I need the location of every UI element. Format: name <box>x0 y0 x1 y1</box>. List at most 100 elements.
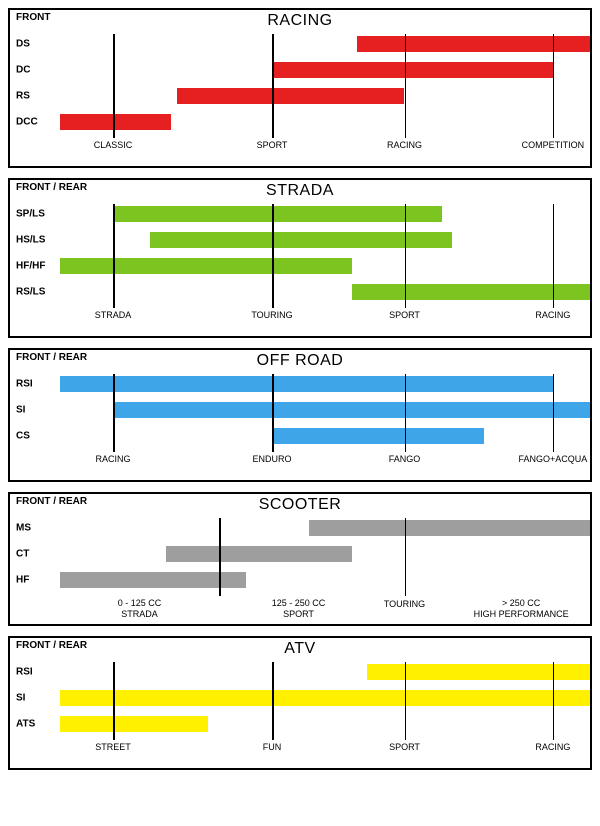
panel-title: RACING <box>10 10 590 30</box>
chart-row: CS <box>10 426 590 446</box>
axis-label: TOURING <box>384 598 425 609</box>
row-label: DS <box>16 39 30 50</box>
axis-label: STREET <box>95 742 131 752</box>
axis-label-line1: SPORT <box>389 742 420 752</box>
chart-row: HF/HF <box>10 256 590 276</box>
axis-label-line1: > 250 CC <box>502 598 540 608</box>
axis-label-line1: FANGO <box>389 454 421 464</box>
chart-body: SP/LS HS/LS HF/HF RS/LS STRADA TOURING SPORT RA… <box>10 204 590 336</box>
axis-label-line1: CLASSIC <box>94 140 133 150</box>
axis-label-line1: STREET <box>95 742 131 752</box>
axis-label-line2: TOURING <box>384 599 425 609</box>
range-bar <box>113 402 590 418</box>
axis-label-line2: HIGH PERFORMANCE <box>474 609 569 619</box>
panel-racing: FRONTRACINGDSDCRSDCCCLASSICSPORTRACINGCO… <box>8 8 592 168</box>
chart-row: DCC <box>10 112 590 132</box>
axis-label-line1: FANGO+ACQUA <box>519 454 588 464</box>
row-label: ATS <box>16 719 35 730</box>
range-bar <box>60 258 352 274</box>
axis-label: CLASSIC <box>94 140 133 150</box>
axis-label: FANGO+ACQUA <box>519 454 588 464</box>
axis-label-line2: STRADA <box>118 609 162 619</box>
chart-row: MS <box>10 518 590 538</box>
row-label: HF <box>16 575 29 586</box>
row-label: HF/HF <box>16 261 45 272</box>
range-bar <box>60 572 246 588</box>
range-bar <box>113 206 442 222</box>
axis-label-line1: RACING <box>387 140 422 150</box>
range-bar <box>60 376 553 392</box>
chart-row: HF <box>10 570 590 590</box>
chart-row: CT <box>10 544 590 564</box>
row-label: SP/LS <box>16 209 45 220</box>
corner-label: FRONT / REAR <box>16 352 87 363</box>
axis-label-line1: RACING <box>95 454 130 464</box>
axis-label-line2: SPORT <box>272 609 326 619</box>
range-bar <box>357 36 590 52</box>
range-bar <box>60 716 208 732</box>
chart-row: RS/LS <box>10 282 590 302</box>
axis-label: COMPETITION <box>522 140 585 150</box>
range-bar <box>367 664 590 680</box>
chart-root: FRONTRACINGDSDCRSDCCCLASSICSPORTRACINGCO… <box>8 8 592 770</box>
chart-row: SI <box>10 400 590 420</box>
corner-label: FRONT <box>16 12 50 23</box>
chart-row: SI <box>10 688 590 708</box>
row-label: DC <box>16 65 30 76</box>
range-bar <box>272 428 484 444</box>
axis-label: SPORT <box>257 140 288 150</box>
range-bar <box>177 88 405 104</box>
panel-atv: FRONT / REARATVRSISIATSSTREETFUNSPORTRAC… <box>8 636 592 770</box>
axis-label-line1: RACING <box>535 310 570 320</box>
range-bar <box>166 546 352 562</box>
axis-label: 0 - 125 CCSTRADA <box>118 598 162 619</box>
range-bar <box>352 284 591 300</box>
axis-labels: CLASSIC SPORT RACING COMPETITION <box>60 138 590 166</box>
axis-label: > 250 CCHIGH PERFORMANCE <box>474 598 569 619</box>
axis-label-line1: 0 - 125 CC <box>118 598 162 608</box>
axis-label: ENDURO <box>252 454 291 464</box>
axis-labels: RACING ENDURO FANGO FANGO+ACQUA <box>60 452 590 480</box>
axis-label: SPORT <box>389 310 420 320</box>
axis-label-line1: ENDURO <box>252 454 291 464</box>
row-label: DCC <box>16 117 38 128</box>
panel-off-road: FRONT / REAROFF ROADRSISICSRACINGENDUROF… <box>8 348 592 482</box>
row-label: SI <box>16 405 25 416</box>
range-bar <box>60 690 590 706</box>
row-label: HS/LS <box>16 235 45 246</box>
chart-body: RSISIATSSTREETFUNSPORTRACING <box>10 662 590 768</box>
row-label: SI <box>16 693 25 704</box>
axis-label: TOURING <box>251 310 292 320</box>
axis-labels: 0 - 125 CCSTRADA 125 - 250 CCSPORT TOURING… <box>60 596 590 624</box>
axis-label-line1: TOURING <box>251 310 292 320</box>
chart-body: MS CT HF 0 - 125 CCSTRADA 125 - 250 CCSPORT T… <box>10 518 590 624</box>
panel-scooter: FRONT / REARSCOOTER MS CT HF 0 - 125 CCSTRAD… <box>8 492 592 626</box>
axis-label-line1: SPORT <box>257 140 288 150</box>
range-bar <box>272 62 553 78</box>
axis-label: SPORT <box>389 742 420 752</box>
axis-label: RACING <box>535 310 570 320</box>
row-label: MS <box>16 523 31 534</box>
axis-label-line1: SPORT <box>389 310 420 320</box>
axis-label: RACING <box>95 454 130 464</box>
chart-body: RSISICSRACINGENDUROFANGOFANGO+ACQUA <box>10 374 590 480</box>
axis-label: STRADA <box>95 310 132 320</box>
axis-labels: STREETFUNSPORTRACING <box>60 740 590 768</box>
corner-label: FRONT / REAR <box>16 496 87 507</box>
panel-title: SCOOTER <box>10 494 590 514</box>
axis-labels: STRADA TOURING SPORT RACING <box>60 308 590 336</box>
row-label: RSI <box>16 667 33 678</box>
axis-label: 125 - 250 CCSPORT <box>272 598 326 619</box>
panel-title: OFF ROAD <box>10 350 590 370</box>
chart-row: DS <box>10 34 590 54</box>
chart-row: DC <box>10 60 590 80</box>
axis-label: FANGO <box>389 454 421 464</box>
corner-label: FRONT / REAR <box>16 182 87 193</box>
panel-title: STRADA <box>10 180 590 200</box>
row-label: CS <box>16 431 30 442</box>
axis-label-line1: COMPETITION <box>522 140 585 150</box>
chart-row: ATS <box>10 714 590 734</box>
axis-label-line1: FUN <box>263 742 282 752</box>
range-bar <box>60 114 171 130</box>
chart-body: DSDCRSDCCCLASSICSPORTRACINGCOMPETITION <box>10 34 590 166</box>
